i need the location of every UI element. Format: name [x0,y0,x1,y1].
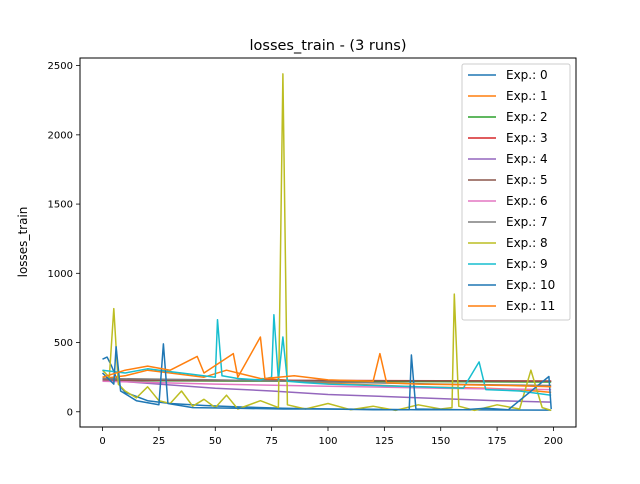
series-line-9 [102,314,552,396]
x-tick-label: 0 [99,436,105,447]
y-tick-label: 0 [67,407,73,418]
series-line-4 [102,379,552,403]
x-tick-label: 175 [488,436,507,447]
legend-label: Exp.: 8 [506,236,548,250]
legend-label: Exp.: 2 [506,110,548,124]
y-tick-label: 1500 [48,200,73,211]
legend-label: Exp.: 4 [506,152,548,166]
legend-box [461,63,571,321]
chart-title: losses_train - (3 runs) [250,38,407,54]
legend-label: Exp.: 9 [506,257,548,271]
legend-label: Exp.: 1 [506,89,548,103]
legend-label: Exp.: 3 [506,131,548,145]
series-line-10 [101,343,552,411]
y-tick-label: 2000 [48,130,73,141]
axes-frame [79,57,577,428]
x-tick-label: 200 [544,436,563,447]
legend-label: Exp.: 11 [506,299,555,313]
y-axis-label: losses_train [16,207,30,278]
x-tick-label: 50 [209,436,222,447]
legend: Exp.: 0 Exp.: 1 Exp.: 2 Exp.: 3 Exp.: 4 Exp.:… [461,63,571,321]
y-axis: 0 500 1000 1500 2000 2500 [48,61,80,418]
x-tick-label: 125 [375,436,394,447]
x-tick-label: 100 [318,436,337,447]
legend-label: Exp.: 10 [506,278,555,292]
legend-label: Exp.: 6 [506,194,548,208]
y-tick-label: 500 [54,338,73,349]
legend-label: Exp.: 5 [506,173,548,187]
y-tick-label: 1000 [48,269,73,280]
series-line-6 [102,380,552,391]
legend-label: Exp.: 7 [506,215,548,229]
x-axis: 0 25 50 75 100 125 150 175 200 [99,427,563,447]
series-line-8 [101,73,552,412]
x-tick-label: 25 [153,436,166,447]
legend-label: Exp.: 0 [506,68,548,82]
x-tick-label: 150 [431,436,450,447]
series-line-11 [102,336,552,388]
plot-area [101,73,552,412]
x-tick-label: 75 [265,436,278,447]
y-tick-label: 2500 [48,61,73,72]
